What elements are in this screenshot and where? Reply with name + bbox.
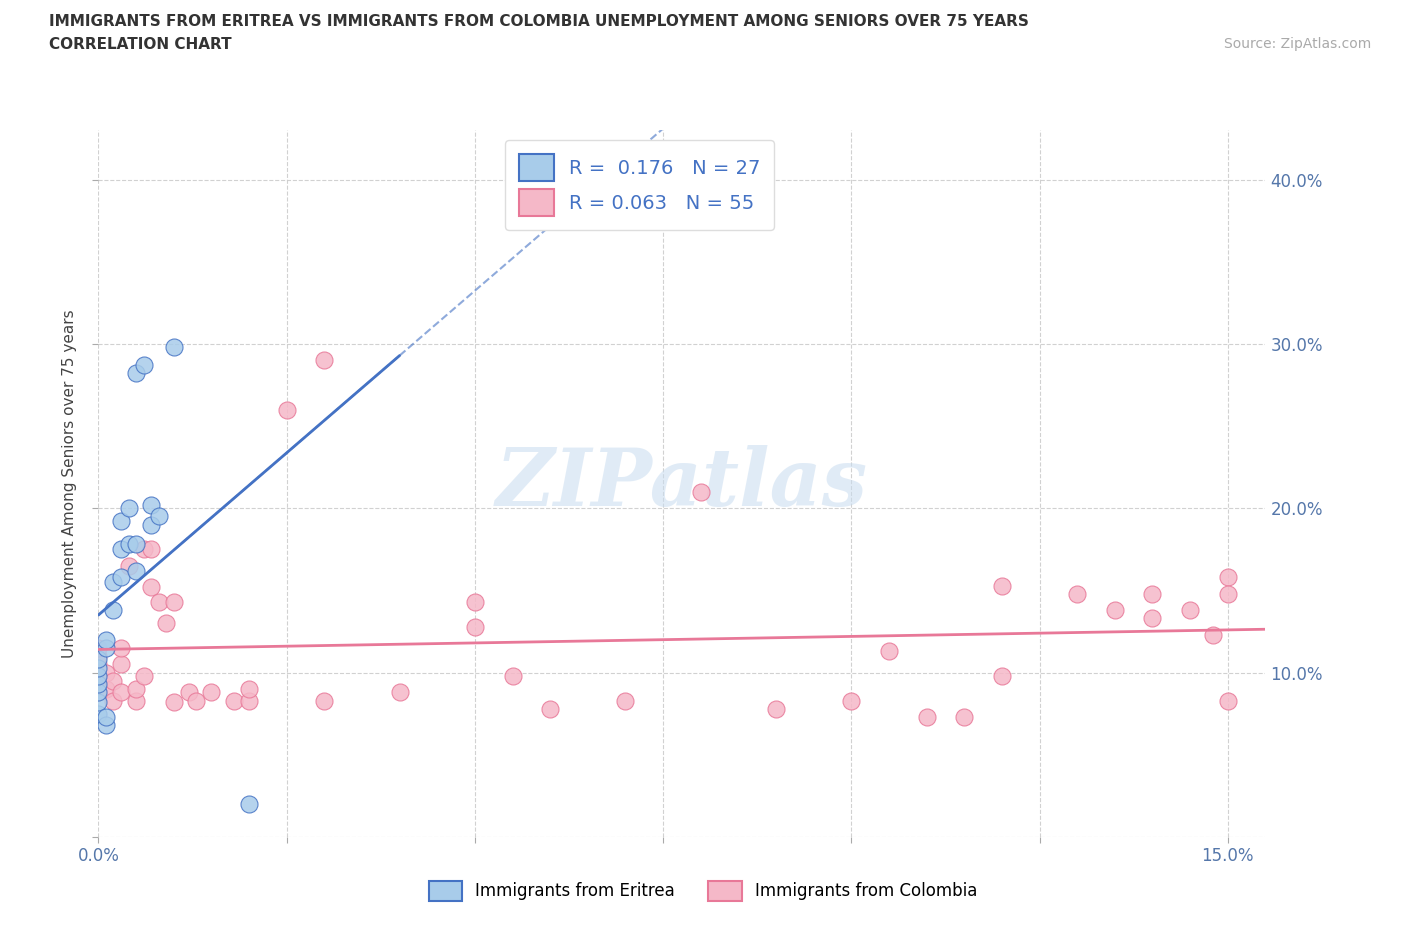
Point <box>238 693 260 708</box>
Point <box>87 657 110 671</box>
Point <box>148 594 170 609</box>
Point <box>125 693 148 708</box>
Point <box>915 710 938 724</box>
Point <box>103 603 125 618</box>
Point <box>87 695 110 710</box>
Point <box>110 570 132 585</box>
Text: IMMIGRANTS FROM ERITREA VS IMMIGRANTS FROM COLOMBIA UNEMPLOYMENT AMONG SENIORS O: IMMIGRANTS FROM ERITREA VS IMMIGRANTS FR… <box>49 14 1029 29</box>
Point <box>139 517 162 532</box>
Point <box>877 644 900 658</box>
Point <box>117 558 139 573</box>
Text: Source: ZipAtlas.com: Source: ZipAtlas.com <box>1223 37 1371 51</box>
Point <box>110 514 132 529</box>
Point <box>94 641 117 656</box>
Point <box>132 669 155 684</box>
Text: CORRELATION CHART: CORRELATION CHART <box>49 37 232 52</box>
Point <box>87 669 110 684</box>
Point <box>765 701 787 716</box>
Point <box>103 575 125 590</box>
Point <box>87 660 110 675</box>
Point <box>1142 586 1164 601</box>
Point <box>1178 603 1201 618</box>
Point <box>1104 603 1126 618</box>
Point <box>125 537 148 551</box>
Point <box>117 501 139 516</box>
Point <box>991 669 1014 684</box>
Point <box>87 684 110 699</box>
Point <box>238 797 260 812</box>
Point <box>94 718 117 733</box>
Point <box>87 684 110 699</box>
Point <box>464 619 486 634</box>
Point <box>238 682 260 697</box>
Point <box>103 693 125 708</box>
Point <box>1202 628 1225 643</box>
Point <box>87 677 110 692</box>
Point <box>117 537 139 551</box>
Legend: Immigrants from Eritrea, Immigrants from Colombia: Immigrants from Eritrea, Immigrants from… <box>422 874 984 908</box>
Point <box>110 641 132 656</box>
Point <box>222 693 245 708</box>
Point <box>1066 586 1088 601</box>
Point <box>163 339 186 354</box>
Point <box>163 594 186 609</box>
Point <box>110 542 132 557</box>
Point <box>991 578 1014 593</box>
Point <box>163 695 186 710</box>
Point <box>1216 570 1239 585</box>
Point <box>94 682 117 697</box>
Point <box>148 509 170 524</box>
Point <box>94 710 117 724</box>
Point <box>1216 693 1239 708</box>
Point <box>94 632 117 647</box>
Point <box>87 641 110 656</box>
Point <box>94 665 117 680</box>
Point <box>953 710 976 724</box>
Point <box>464 594 486 609</box>
Point <box>314 352 336 367</box>
Point <box>139 579 162 594</box>
Point <box>276 402 298 417</box>
Point <box>689 485 711 499</box>
Point <box>538 701 561 716</box>
Point <box>177 684 200 699</box>
Point <box>103 673 125 688</box>
Point <box>132 542 155 557</box>
Point <box>186 693 208 708</box>
Point <box>1142 611 1164 626</box>
Point <box>502 669 524 684</box>
Point <box>87 706 110 721</box>
Point <box>87 652 110 667</box>
Point <box>314 693 336 708</box>
Point <box>132 358 155 373</box>
Point <box>139 498 162 512</box>
Point <box>388 684 411 699</box>
Y-axis label: Unemployment Among Seniors over 75 years: Unemployment Among Seniors over 75 years <box>62 310 77 658</box>
Point <box>139 542 162 557</box>
Point <box>125 366 148 381</box>
Legend: R =  0.176   N = 27, R = 0.063   N = 55: R = 0.176 N = 27, R = 0.063 N = 55 <box>505 140 775 230</box>
Point <box>839 693 862 708</box>
Point <box>200 684 222 699</box>
Point <box>110 684 132 699</box>
Point <box>614 693 637 708</box>
Point <box>1216 586 1239 601</box>
Point <box>87 669 110 684</box>
Point <box>87 649 110 664</box>
Text: ZIPatlas: ZIPatlas <box>496 445 868 523</box>
Point <box>125 564 148 578</box>
Point <box>110 657 132 671</box>
Point <box>155 616 177 631</box>
Point <box>125 682 148 697</box>
